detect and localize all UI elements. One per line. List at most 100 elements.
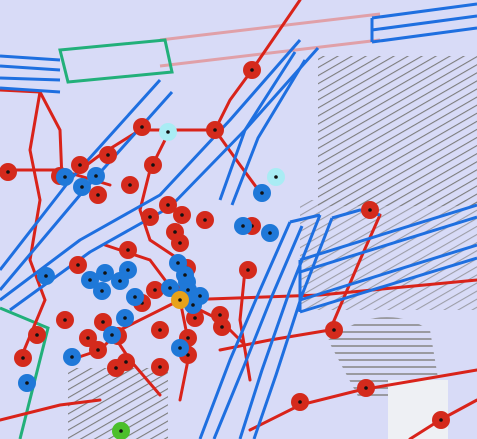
node-center-dot (123, 316, 127, 320)
blue-node-48[interactable] (253, 184, 271, 202)
node-center-dot (126, 248, 130, 252)
white-patch (388, 380, 448, 439)
node-center-dot (186, 353, 190, 357)
node-center-dot (218, 313, 222, 317)
blue-node-52[interactable] (96, 264, 114, 282)
green-node-73[interactable] (112, 422, 130, 439)
green-parcel (58, 38, 174, 84)
red-node-16[interactable] (119, 241, 137, 259)
node-center-dot (86, 336, 90, 340)
node-center-dot (101, 320, 105, 324)
blue-node-47[interactable] (73, 178, 91, 196)
blue-node-67[interactable] (111, 272, 129, 290)
node-center-dot (176, 261, 180, 265)
red-node-38[interactable] (211, 306, 229, 324)
node-center-dot (88, 278, 92, 282)
red-node-19[interactable] (361, 201, 379, 219)
node-center-dot (110, 333, 114, 337)
blue-node-50[interactable] (261, 224, 279, 242)
node-center-dot (96, 348, 100, 352)
blue-node-45[interactable] (56, 168, 74, 186)
red-node-9[interactable] (0, 163, 17, 181)
node-center-dot (148, 215, 152, 219)
node-center-dot (126, 268, 130, 272)
node-center-dot (78, 163, 82, 167)
red-node-8[interactable] (89, 186, 107, 204)
cyan-node-70[interactable] (159, 123, 177, 141)
blue-node-66[interactable] (176, 266, 194, 284)
blue-node-46[interactable] (87, 167, 105, 185)
cyan-node-71[interactable] (267, 168, 285, 186)
blue-node-69[interactable] (81, 271, 99, 289)
node-center-dot (364, 386, 368, 390)
red-node-5[interactable] (121, 176, 139, 194)
red-node-25[interactable] (151, 321, 169, 339)
blue-node-57[interactable] (126, 288, 144, 306)
node-center-dot (118, 279, 122, 283)
red-node-41[interactable] (56, 311, 74, 329)
node-center-dot (158, 328, 162, 332)
red-node-12[interactable] (173, 206, 191, 224)
node-center-dot (186, 336, 190, 340)
node-center-dot (173, 230, 177, 234)
blue-node-65[interactable] (161, 279, 179, 297)
node-center-dot (178, 241, 182, 245)
node-center-dot (168, 286, 172, 290)
red-node-37[interactable] (196, 211, 214, 229)
blue-node-51[interactable] (37, 267, 55, 285)
red-node-18[interactable] (239, 261, 257, 279)
red-node-3[interactable] (133, 118, 151, 136)
node-center-dot (439, 418, 443, 422)
node-center-dot (246, 268, 250, 272)
red-node-29[interactable] (325, 321, 343, 339)
red-node-39[interactable] (79, 329, 97, 347)
node-center-dot (180, 213, 184, 217)
blue-node-62[interactable] (63, 348, 81, 366)
blue-node-61[interactable] (171, 339, 189, 357)
red-node-11[interactable] (159, 196, 177, 214)
node-center-dot (96, 193, 100, 197)
red-node-13[interactable] (141, 208, 159, 226)
orange-node-72[interactable] (171, 291, 189, 309)
red-node-15[interactable] (171, 234, 189, 252)
red-node-7[interactable] (71, 156, 89, 174)
node-center-dot (178, 346, 182, 350)
red-node-40[interactable] (146, 281, 164, 299)
blue-node-60[interactable] (103, 326, 121, 344)
red-node-17[interactable] (69, 256, 87, 274)
red-node-2[interactable] (206, 121, 224, 139)
red-node-6[interactable] (144, 156, 162, 174)
node-center-dot (103, 271, 107, 275)
red-node-1[interactable] (243, 61, 261, 79)
node-center-dot (106, 153, 110, 157)
node-center-dot (220, 325, 224, 329)
node-center-dot (368, 208, 372, 212)
blue-node-68[interactable] (191, 287, 209, 305)
node-center-dot (21, 356, 25, 360)
red-node-44[interactable] (151, 358, 169, 376)
red-node-23[interactable] (89, 341, 107, 359)
node-center-dot (128, 183, 132, 187)
blue-node-63[interactable] (18, 374, 36, 392)
hatched-zone (318, 56, 477, 206)
node-center-dot (119, 429, 123, 433)
red-node-32[interactable] (432, 411, 450, 429)
node-center-dot (166, 203, 170, 207)
hatched-zones (68, 56, 477, 439)
node-center-dot (203, 218, 207, 222)
red-node-31[interactable] (291, 393, 309, 411)
red-node-21[interactable] (94, 313, 112, 331)
node-center-dot (241, 224, 245, 228)
red-node-4[interactable] (99, 146, 117, 164)
node-center-dot (140, 125, 144, 129)
node-center-dot (80, 185, 84, 189)
blue-node-59[interactable] (116, 309, 134, 327)
blue-node-49[interactable] (234, 217, 252, 235)
red-node-42[interactable] (28, 326, 46, 344)
red-node-30[interactable] (357, 379, 375, 397)
red-node-43[interactable] (14, 349, 32, 367)
blue-node-53[interactable] (93, 282, 111, 300)
red-node-36[interactable] (107, 359, 125, 377)
